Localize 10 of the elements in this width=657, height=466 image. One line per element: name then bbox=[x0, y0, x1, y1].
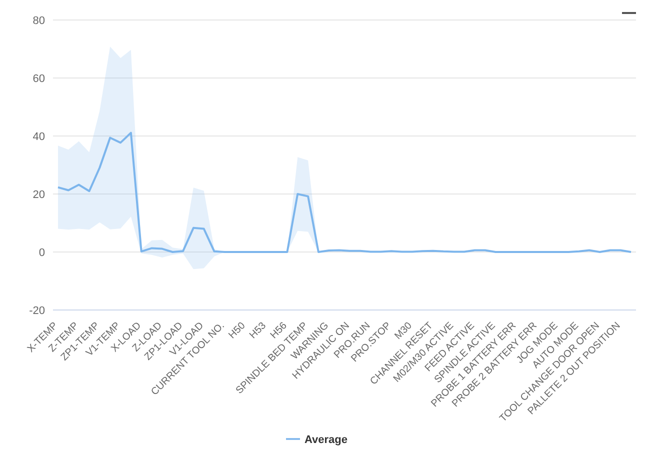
y-tick-label: 0 bbox=[38, 246, 45, 259]
y-tick-label: -20 bbox=[29, 304, 45, 317]
legend-label: Average bbox=[304, 434, 348, 446]
x-tick-label: H50 bbox=[226, 320, 248, 342]
y-tick-label: 60 bbox=[32, 72, 45, 85]
y-tick-label: 80 bbox=[32, 14, 45, 27]
x-tick-label: H53 bbox=[248, 320, 269, 342]
line-series bbox=[57, 132, 632, 253]
y-tick-label: 40 bbox=[32, 130, 45, 143]
y-tick-label: 20 bbox=[32, 188, 45, 201]
